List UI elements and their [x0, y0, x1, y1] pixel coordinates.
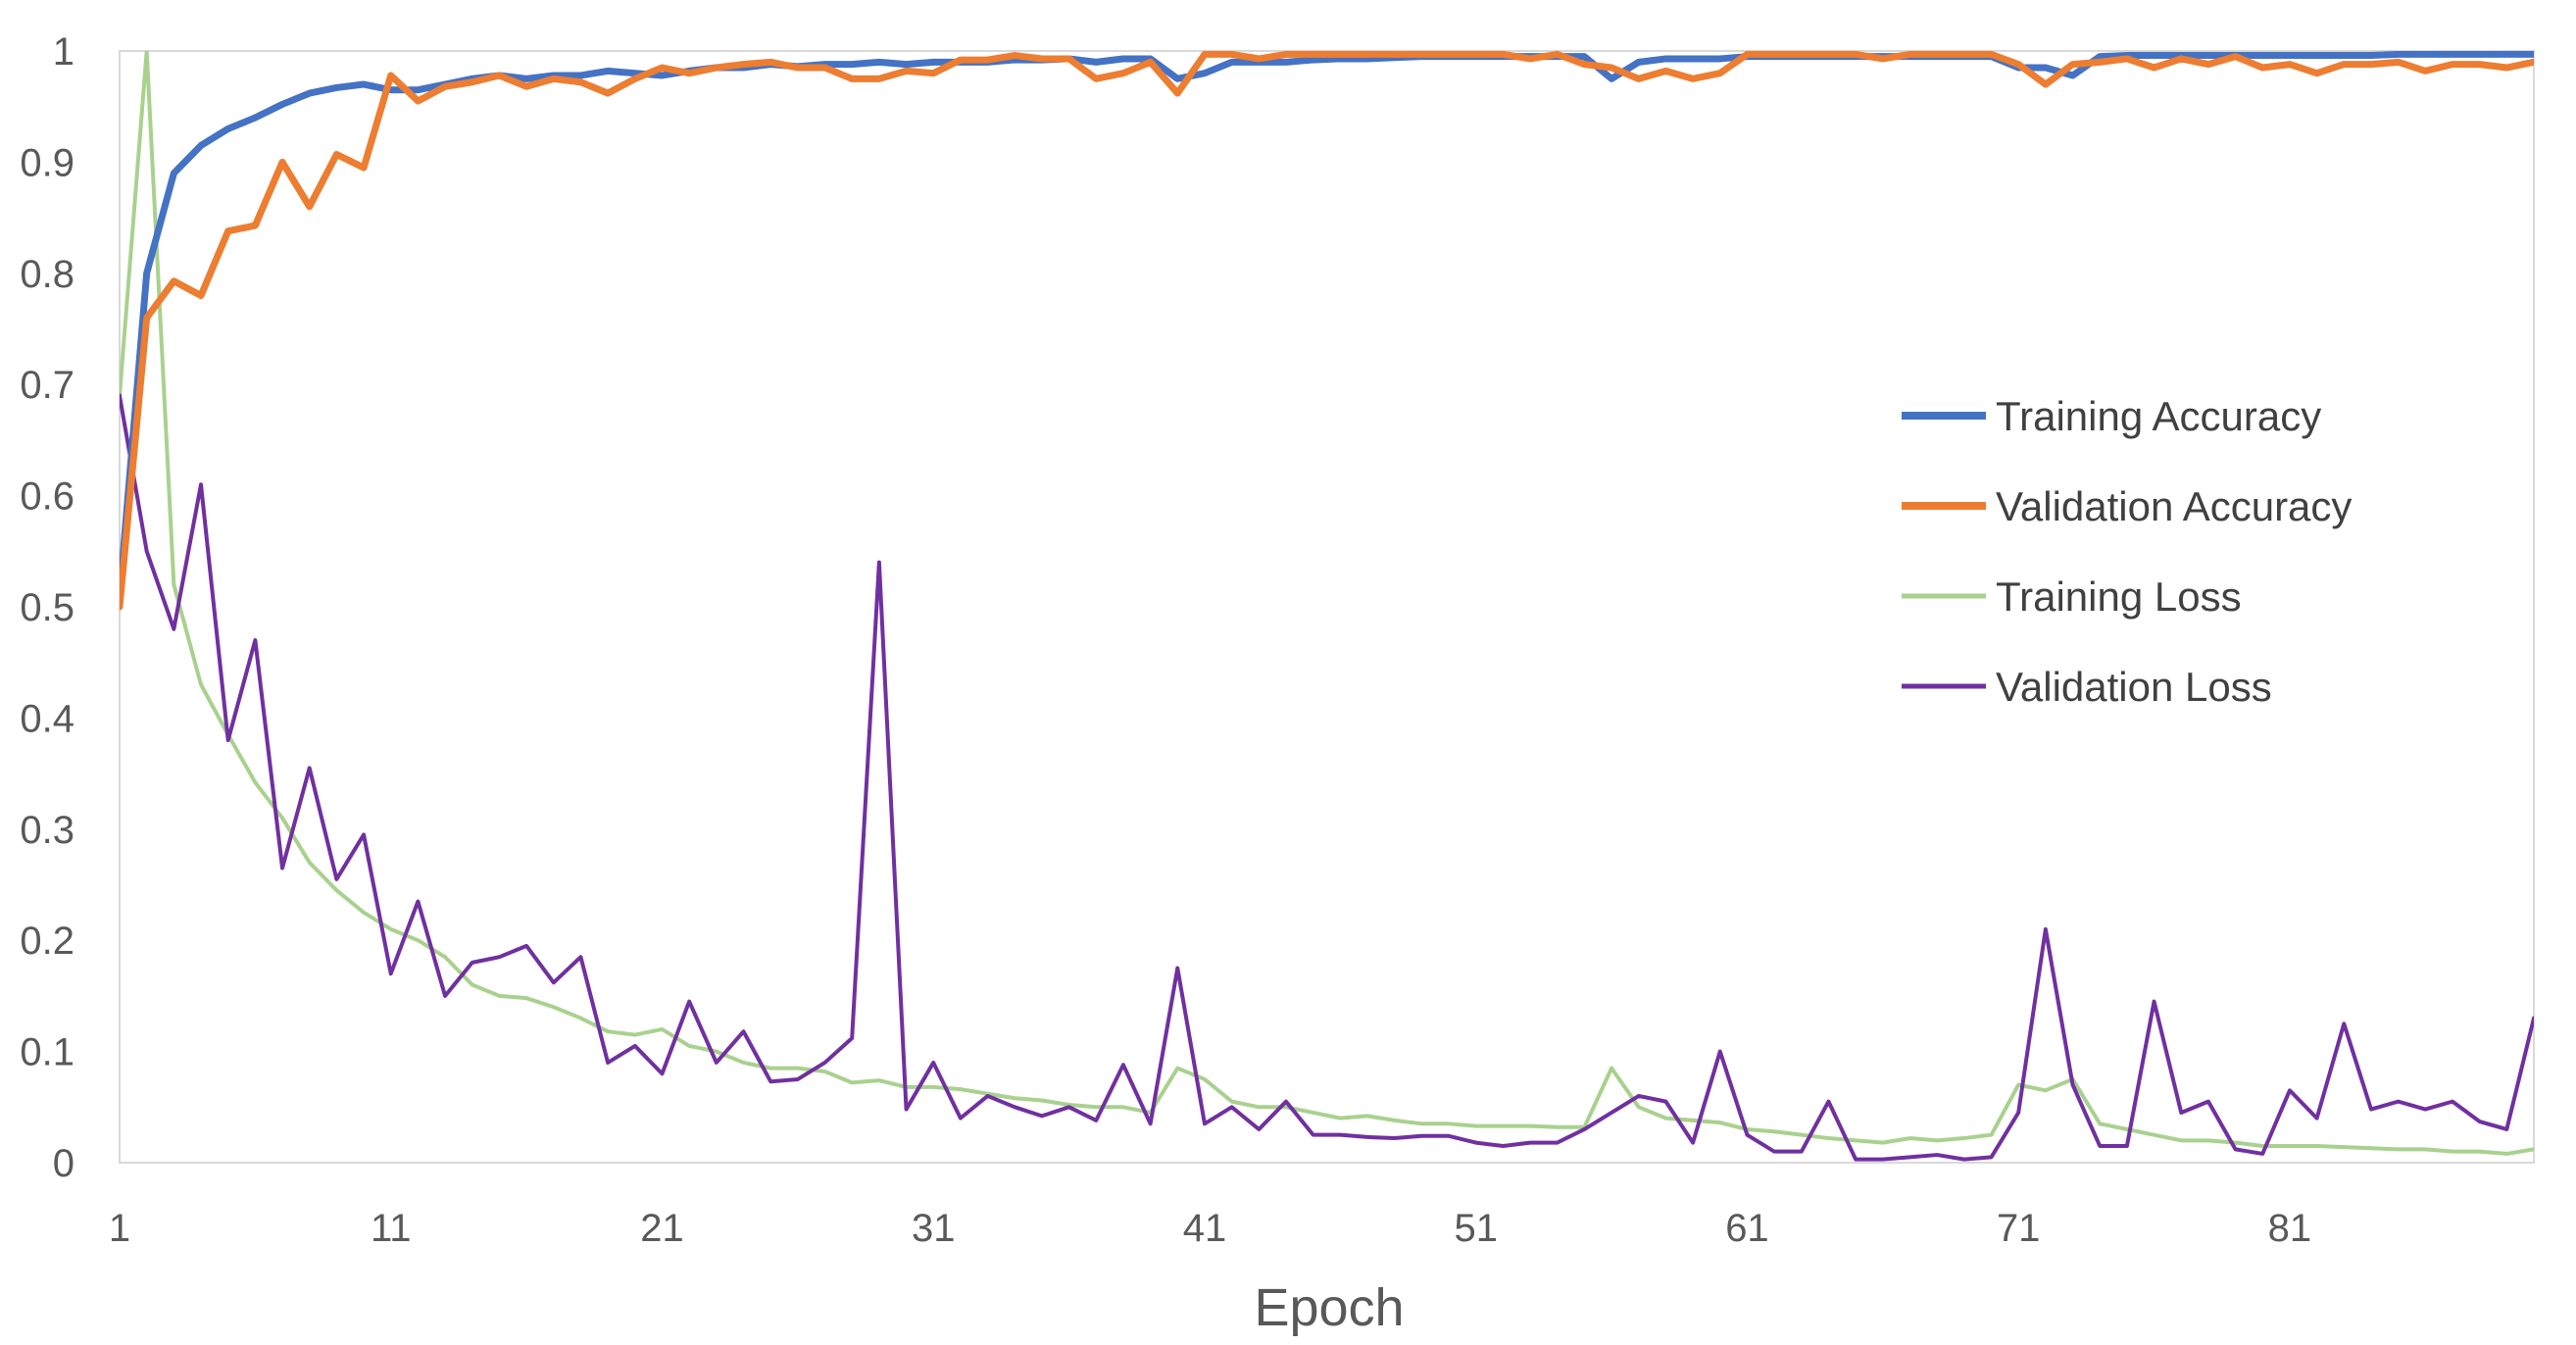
x-tick-label: 81	[2268, 1207, 2312, 1250]
series-line-training-accuracy	[120, 51, 2534, 600]
y-tick-label: 0.8	[20, 253, 74, 296]
x-tick-label: 51	[1454, 1207, 1498, 1250]
x-tick-label: 41	[1183, 1207, 1227, 1250]
legend-label: Training Loss	[1996, 573, 2242, 620]
legend-label: Validation Accuracy	[1996, 483, 2352, 529]
x-tick-label: 61	[1725, 1207, 1769, 1250]
x-axis-title: Epoch	[1254, 1278, 1404, 1337]
y-tick-label: 0.2	[20, 920, 74, 963]
y-tick-label: 0.5	[20, 586, 74, 629]
x-tick-label: 21	[640, 1207, 684, 1250]
x-tick-label: 71	[1997, 1207, 2041, 1250]
series-line-validation-loss	[120, 393, 2534, 1162]
y-tick-label: 0	[53, 1142, 74, 1185]
x-tick-label: 11	[371, 1207, 412, 1250]
x-tick-label: 1	[109, 1207, 130, 1250]
y-tick-label: 0.9	[20, 141, 74, 184]
y-tick-label: 1	[53, 30, 74, 74]
series-lines	[120, 51, 2534, 1162]
y-axis-ticks: 0 0.1 0.2 0.3 0.4 0.5 0.6 0.7 0.8 0.9 1	[20, 30, 74, 1185]
y-tick-label: 0.1	[20, 1031, 74, 1074]
y-tick-label: 0.6	[20, 475, 74, 519]
y-tick-label: 0.3	[20, 809, 74, 852]
legend: Training Accuracy Validation Accuracy Trai…	[1902, 393, 2352, 710]
y-tick-label: 0.4	[20, 697, 74, 740]
y-tick-label: 0.7	[20, 364, 74, 407]
series-line-validation-accuracy	[120, 51, 2534, 611]
x-axis-ticks: 1 11 21 31 41 51 61 71 81	[109, 1207, 2311, 1250]
legend-label: Training Accuracy	[1996, 393, 2321, 439]
legend-label: Validation Loss	[1996, 664, 2272, 710]
x-tick-label: 31	[912, 1207, 956, 1250]
